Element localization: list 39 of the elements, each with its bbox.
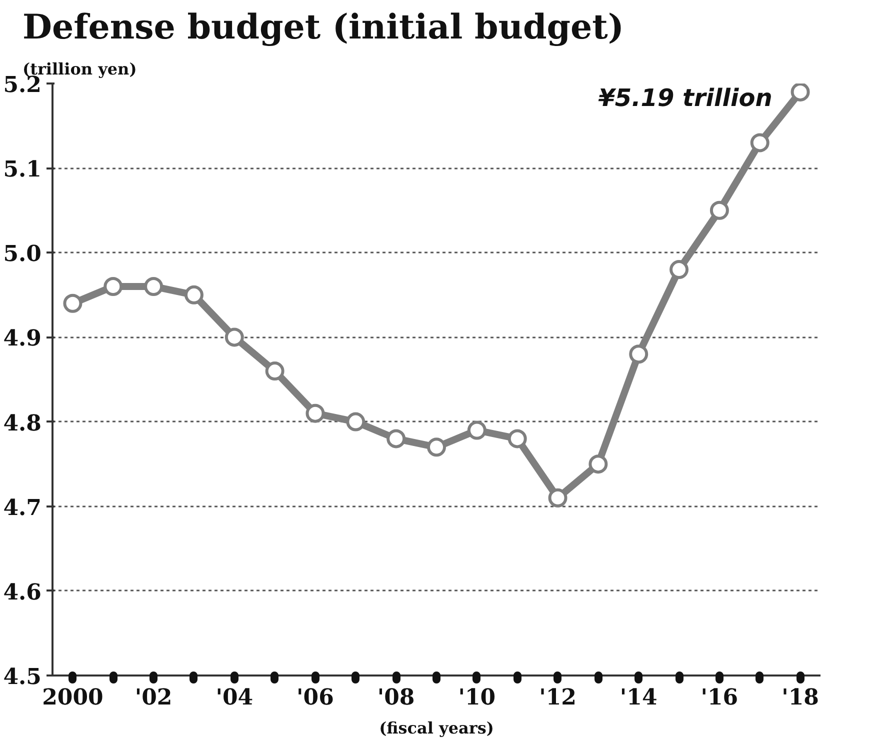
x-tick-label: '12 (539, 684, 576, 710)
point (346, 412, 366, 432)
point (386, 429, 406, 448)
y-tick-label: 4.9 (3, 326, 42, 352)
x-tick-label: '08 (377, 684, 415, 710)
point (670, 260, 689, 280)
point (427, 438, 446, 457)
point (548, 488, 568, 508)
y-tick-label: 4.5 (3, 664, 42, 690)
y-tick-label: 5.1 (3, 156, 42, 183)
x-tick-label: '18 (782, 684, 819, 710)
x-tick-label: '04 (216, 684, 254, 710)
point (224, 328, 244, 347)
point (588, 454, 608, 474)
point (750, 133, 770, 152)
point (629, 344, 648, 364)
point (467, 420, 486, 440)
point (306, 404, 325, 423)
point (265, 362, 284, 381)
x-axis-title: (fiscal years) (379, 718, 494, 738)
y-tick-label: 5.0 (3, 241, 42, 268)
x-tick-label: '14 (620, 684, 658, 710)
point (508, 429, 527, 448)
x-tick-label: '06 (296, 684, 334, 710)
point (104, 276, 123, 296)
annotation: ¥5.19 trillion (598, 84, 772, 112)
point (144, 276, 164, 296)
x-tick-label: '16 (700, 684, 738, 710)
point (184, 285, 204, 304)
point (63, 294, 82, 313)
chart-title: Defense budget (initial budget) (22, 8, 624, 48)
x-tick-label: '02 (134, 684, 172, 710)
y-tick-label: 4.7 (3, 494, 42, 521)
point (790, 84, 810, 102)
point (710, 200, 729, 220)
x-tick-label: '10 (458, 684, 496, 710)
y-tick-label: 4.8 (3, 410, 42, 436)
y-tick-label: 4.6 (3, 579, 42, 606)
x-tick-label: 2000 (42, 684, 104, 710)
